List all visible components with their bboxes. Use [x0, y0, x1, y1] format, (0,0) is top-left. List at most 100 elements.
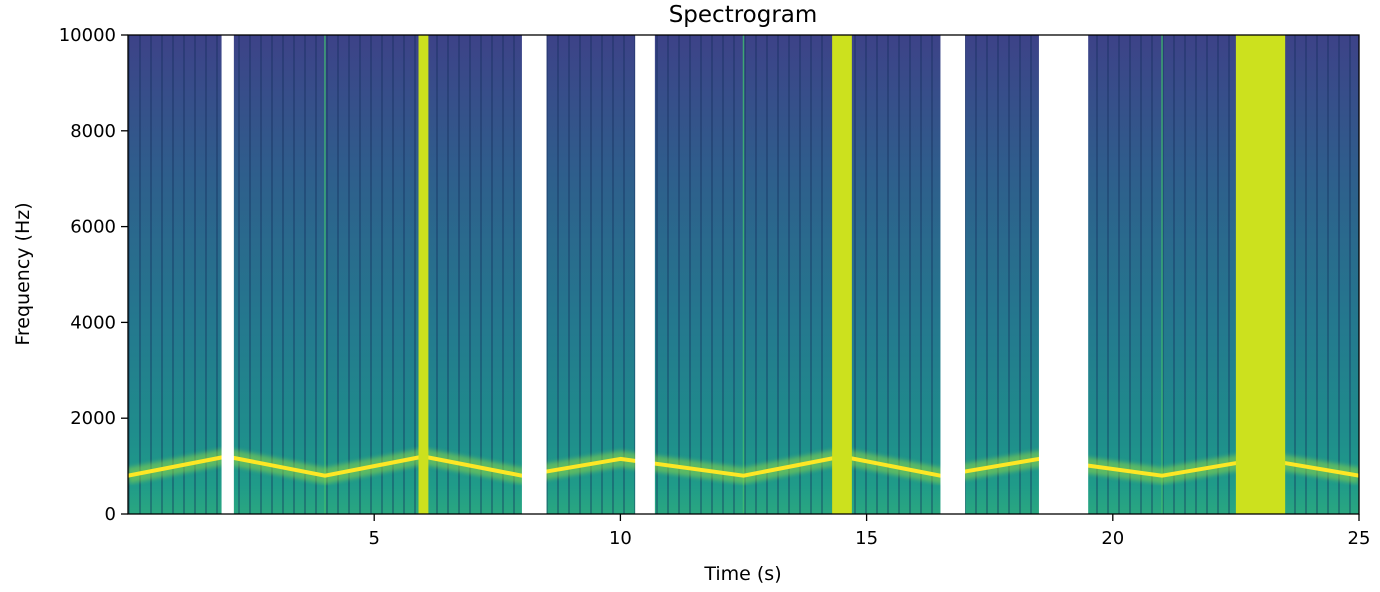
frame-stripe	[722, 35, 724, 514]
frame-stripe	[502, 35, 504, 514]
frame-stripe	[821, 35, 823, 514]
frame-stripe	[788, 35, 790, 514]
frame-stripe	[579, 35, 581, 514]
x-axis: 5 10 15 20 25	[368, 514, 1370, 549]
frame-stripe	[1228, 35, 1230, 514]
frame-stripe	[909, 35, 911, 514]
frame-stripe	[986, 35, 988, 514]
frame-stripe	[403, 35, 405, 514]
frame-stripe	[150, 35, 152, 514]
noise-burst	[418, 35, 429, 514]
frame-stripe	[865, 35, 867, 514]
silent-gap	[940, 35, 966, 514]
silent-gap	[1038, 35, 1089, 514]
frame-stripe	[139, 35, 141, 514]
frame-stripe	[766, 35, 768, 514]
frame-stripe	[887, 35, 889, 514]
frame-stripe	[293, 35, 295, 514]
frame-stripe	[1349, 35, 1351, 514]
frame-stripe	[238, 35, 240, 514]
frame-stripe	[678, 35, 680, 514]
x-tick-label: 10	[609, 528, 632, 549]
y-tick-label: 4000	[70, 312, 116, 333]
frame-stripe	[326, 35, 328, 514]
plot-frame	[127, 34, 1360, 515]
tone-track	[128, 448, 1359, 484]
frame-stripe	[469, 35, 471, 514]
silent-gap	[635, 35, 655, 514]
frame-stripe	[1008, 35, 1010, 514]
noise-burst-texture	[1235, 35, 1286, 514]
frame-stripe	[172, 35, 174, 514]
y-axis-label: Frequency (Hz)	[12, 202, 34, 345]
frame-stripe	[711, 35, 713, 514]
frame-stripe	[348, 35, 350, 514]
frame-stripe	[315, 35, 317, 514]
frame-stripe	[436, 35, 438, 514]
noise-burst-texture	[832, 35, 852, 514]
frame-stripe	[601, 35, 603, 514]
frame-stripe	[458, 35, 460, 514]
frame-stripe	[997, 35, 999, 514]
silent-gap	[221, 35, 234, 514]
frame-stripe	[854, 35, 856, 514]
plot-area	[128, 35, 1359, 514]
frame-stripe	[205, 35, 207, 514]
frame-stripe	[744, 35, 746, 514]
frame-stripe	[810, 35, 812, 514]
frame-stripe	[414, 35, 416, 514]
frame-stripe	[359, 35, 361, 514]
frame-stripe	[161, 35, 163, 514]
tone-track-line	[128, 454, 1359, 478]
frame-stripe	[1338, 35, 1340, 514]
y-tick-label: 10000	[59, 25, 116, 46]
frame-stripe	[304, 35, 306, 514]
frame-stripe	[1019, 35, 1021, 514]
noise-burst	[832, 35, 852, 514]
frame-stripe	[513, 35, 515, 514]
frame-stripe	[1151, 35, 1153, 514]
frame-stripe	[1162, 35, 1164, 514]
frame-stripe	[656, 35, 658, 514]
frame-stripe	[1096, 35, 1098, 514]
frame-stripe	[128, 35, 130, 514]
frame-stripe	[755, 35, 757, 514]
frame-stripe	[282, 35, 284, 514]
frame-stripe	[271, 35, 273, 514]
frame-stripe	[260, 35, 262, 514]
frame-stripe	[194, 35, 196, 514]
y-tick-label: 0	[105, 504, 116, 525]
frame-stripe	[370, 35, 372, 514]
frame-stripe	[1173, 35, 1175, 514]
frame-stripe	[634, 35, 636, 514]
frame-stripe	[975, 35, 977, 514]
x-axis-label: Time (s)	[703, 563, 781, 585]
frame-stripe	[216, 35, 218, 514]
frame-stripe	[1129, 35, 1131, 514]
frame-stripe	[876, 35, 878, 514]
frame-stripe	[667, 35, 669, 514]
frame-stripe	[799, 35, 801, 514]
frame-stripe	[491, 35, 493, 514]
frame-stripe	[1294, 35, 1296, 514]
frame-stripe	[447, 35, 449, 514]
transients	[324, 35, 1163, 514]
noise-burst-texture	[418, 35, 429, 514]
y-axis: 0 2000 4000 6000 8000 10000	[59, 25, 128, 525]
frame-stripe	[1316, 35, 1318, 514]
frame-stripe	[1107, 35, 1109, 514]
noise-bursts	[418, 35, 1286, 514]
frame-stripe	[1030, 35, 1032, 514]
y-tick-label: 6000	[70, 217, 116, 238]
frame-stripe	[337, 35, 339, 514]
silent-gap	[521, 35, 547, 514]
frame-stripe	[931, 35, 933, 514]
frame-stripe	[1217, 35, 1219, 514]
frame-stripe	[1195, 35, 1197, 514]
frame-stripe	[568, 35, 570, 514]
frame-stripe	[689, 35, 691, 514]
noise-burst	[1235, 35, 1286, 514]
frame-stripe	[920, 35, 922, 514]
frame-stripe	[898, 35, 900, 514]
